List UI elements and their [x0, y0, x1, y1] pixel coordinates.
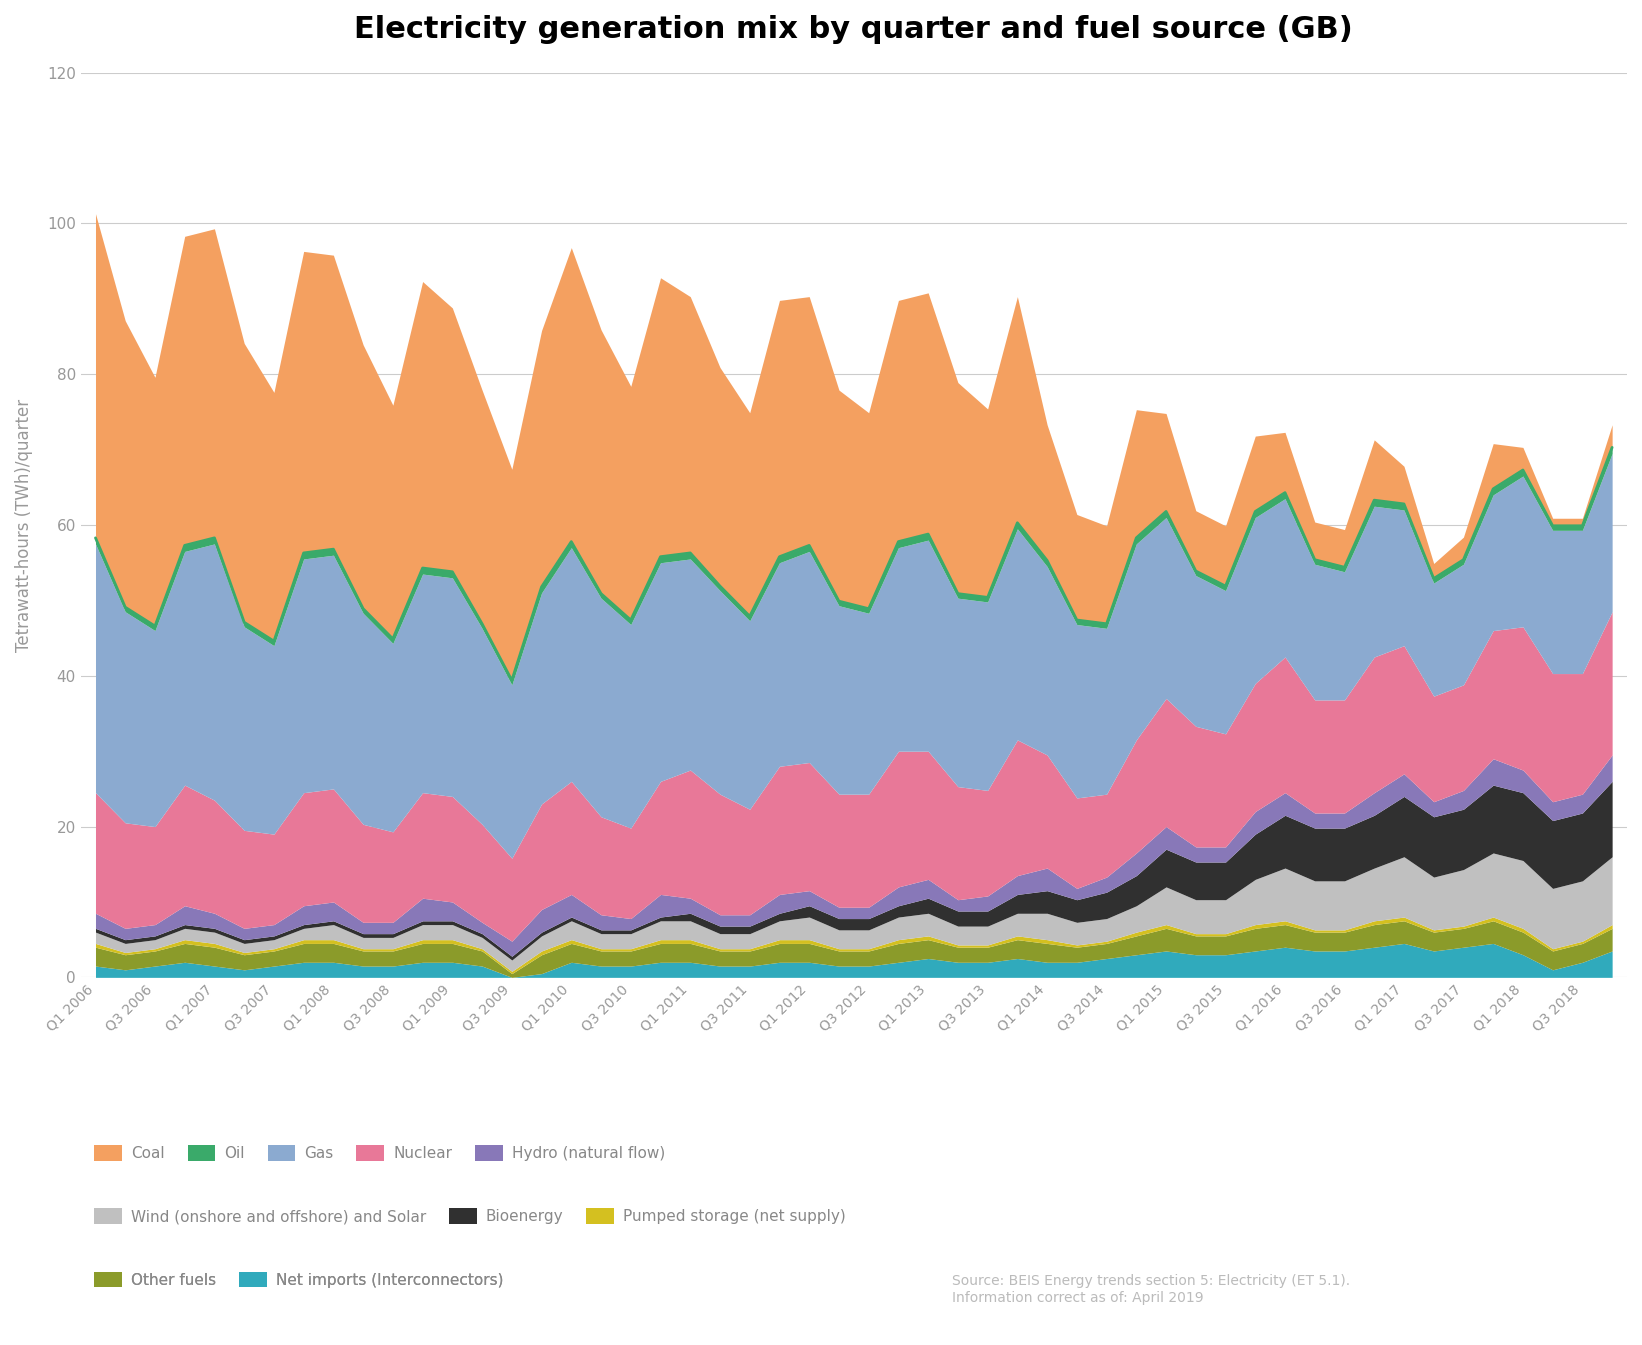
Text: Source: BEIS Energy trends section 5: Electricity (ET 5.1).
Information correct : Source: BEIS Energy trends section 5: El… — [952, 1275, 1350, 1305]
Y-axis label: Tetrawatt-hours (TWh)/quarter: Tetrawatt-hours (TWh)/quarter — [15, 398, 33, 651]
Legend: Other fuels, Net imports (Interconnectors): Other fuels, Net imports (Interconnector… — [89, 1266, 509, 1294]
Title: Electricity generation mix by quarter and fuel source (GB): Electricity generation mix by quarter an… — [355, 15, 1353, 44]
